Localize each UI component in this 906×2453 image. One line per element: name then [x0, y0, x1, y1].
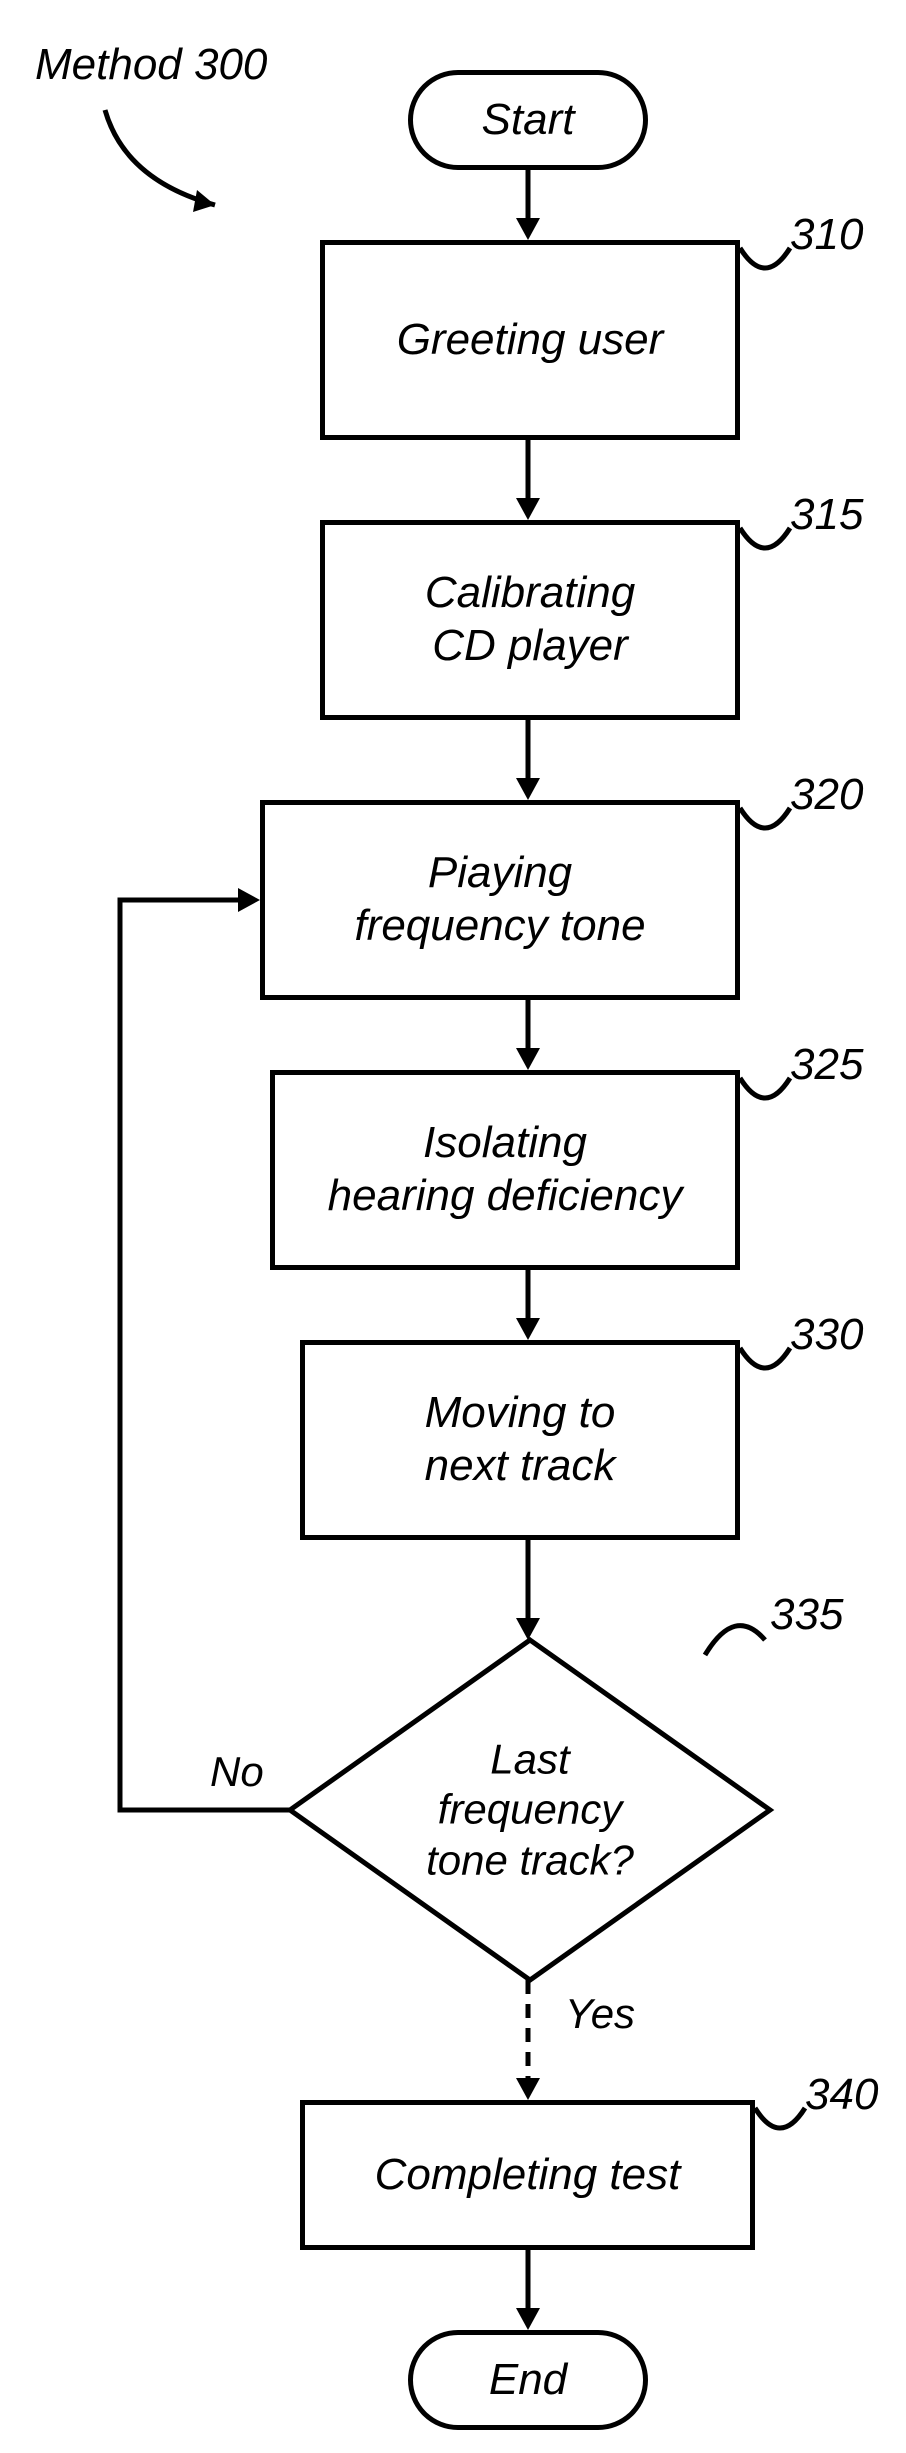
step-335-hook [700, 1610, 770, 1675]
arrow-no-loop [120, 895, 300, 1815]
step-325-num: 325 [790, 1040, 863, 1090]
step-335-text: Last frequency tone track? [426, 1734, 634, 1885]
step-320: Piaying frequency tone [260, 800, 740, 1000]
step-330: Moving to next track [300, 1340, 740, 1540]
step-325-text: Isolating hearing deficiency [328, 1117, 683, 1223]
start-terminator: Start [408, 70, 648, 170]
arrow-315-320 [523, 720, 533, 800]
branch-yes-label: Yes [565, 1990, 635, 2038]
end-terminator: End [408, 2330, 648, 2430]
step-340-num: 340 [805, 2070, 878, 2120]
flowchart-canvas: Method 300 Start Greeting user 310 Calib… [0, 0, 906, 2453]
step-320-text: Piaying frequency tone [354, 847, 645, 953]
step-315-hook [735, 518, 795, 573]
method-title: Method 300 [35, 40, 267, 90]
step-340-hook [750, 2098, 810, 2153]
step-315-text: Calibrating CD player [425, 567, 635, 673]
method-title-arrow [95, 100, 255, 220]
step-335: Last frequency tone track? [290, 1640, 770, 1980]
step-330-num: 330 [790, 1310, 863, 1360]
step-320-num: 320 [790, 770, 863, 820]
step-315: Calibrating CD player [320, 520, 740, 720]
step-340: Completing test [300, 2100, 755, 2250]
end-label: End [489, 2355, 567, 2405]
step-325-hook [735, 1068, 795, 1123]
arrow-340-end [523, 2250, 533, 2330]
arrow-335-340 [523, 1980, 533, 2100]
step-310-hook [735, 238, 795, 293]
step-310: Greeting user [320, 240, 740, 440]
start-label: Start [482, 95, 575, 145]
step-320-hook [735, 798, 795, 853]
step-310-text: Greeting user [397, 314, 664, 367]
step-310-num: 310 [790, 210, 863, 260]
step-340-text: Completing test [375, 2149, 681, 2202]
step-335-num: 335 [770, 1590, 843, 1640]
arrow-320-325 [523, 1000, 533, 1070]
arrow-325-330 [523, 1270, 533, 1340]
step-330-text: Moving to next track [425, 1387, 616, 1493]
arrow-310-315 [523, 440, 533, 520]
step-325: Isolating hearing deficiency [270, 1070, 740, 1270]
arrow-start-310 [523, 170, 533, 240]
step-330-hook [735, 1338, 795, 1393]
step-315-num: 315 [790, 490, 863, 540]
arrow-330-335 [523, 1540, 533, 1640]
